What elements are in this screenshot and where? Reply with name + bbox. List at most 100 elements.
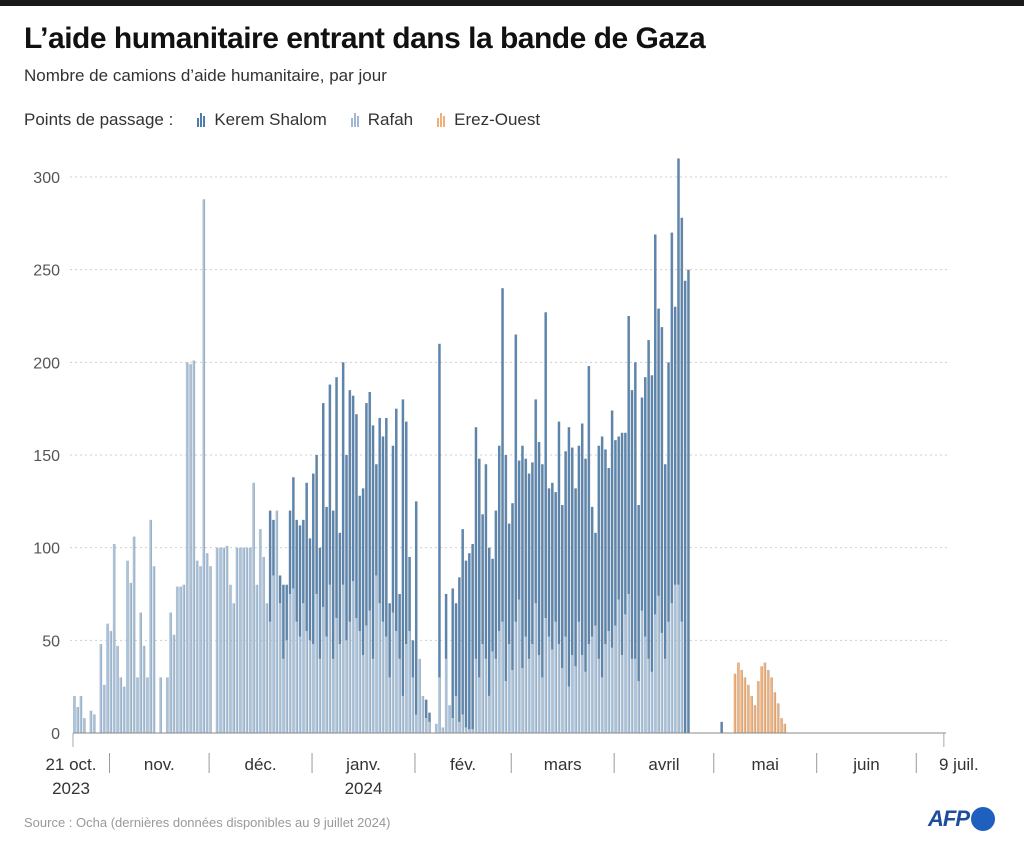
bar-rafah xyxy=(488,695,491,733)
bar-kerem-shalom xyxy=(677,158,680,585)
bar-kerem-shalom xyxy=(375,464,378,576)
legend: Points de passage : Kerem Shalom Rafah E… xyxy=(24,110,540,130)
bar-rafah xyxy=(617,599,620,733)
bar-erez-ouest xyxy=(756,681,760,733)
bar-rafah xyxy=(478,677,481,733)
bar-kerem-shalom xyxy=(361,488,365,656)
bar-kerem-shalom xyxy=(541,464,544,678)
bar-kerem-shalom xyxy=(385,417,388,637)
bar-rafah xyxy=(282,658,285,733)
bar-kerem-shalom xyxy=(507,523,511,645)
bar-kerem-shalom xyxy=(292,477,295,589)
bar-kerem-shalom xyxy=(667,362,670,622)
bar-rafah xyxy=(142,645,146,733)
bar-kerem-shalom xyxy=(272,519,275,576)
x-tick-label: mars xyxy=(544,755,582,774)
bar-kerem-shalom xyxy=(395,408,398,632)
bar-rafah xyxy=(106,623,109,733)
bar-kerem-shalom xyxy=(587,366,590,645)
bar-rafah xyxy=(551,649,554,733)
bar-kerem-shalom xyxy=(607,467,610,632)
bar-rafah xyxy=(574,666,577,733)
bar-rafah xyxy=(126,560,129,733)
bar-kerem-shalom xyxy=(644,377,647,637)
bar-rafah xyxy=(438,677,441,733)
bar-rafah xyxy=(368,610,371,733)
bar-kerem-shalom xyxy=(577,445,580,622)
bar-erez-ouest xyxy=(760,666,763,733)
bar-kerem-shalom xyxy=(590,506,594,637)
bar-kerem-shalom xyxy=(567,427,570,687)
bar-rafah xyxy=(494,658,497,733)
bar-rafah xyxy=(92,714,96,733)
bar-kerem-shalom xyxy=(534,399,537,604)
bar-rafah xyxy=(331,658,335,733)
bar-kerem-shalom xyxy=(544,312,547,619)
bar-kerem-shalom xyxy=(424,699,428,719)
bar-kerem-shalom xyxy=(371,425,375,659)
bar-rafah xyxy=(451,718,454,733)
bar-rafah xyxy=(73,695,76,733)
bar-kerem-shalom xyxy=(564,451,567,637)
bar-kerem-shalom xyxy=(341,362,345,585)
bar-rafah xyxy=(461,714,464,733)
bar-rafah xyxy=(627,594,630,733)
legend-text: Rafah xyxy=(367,110,414,129)
bar-rafah xyxy=(673,584,677,733)
bar-kerem-shalom xyxy=(527,473,531,659)
bar-rafah xyxy=(365,625,368,733)
bar-kerem-shalom xyxy=(614,440,617,626)
bar-rafah xyxy=(594,625,597,733)
bar-rafah xyxy=(657,595,660,733)
bar-kerem-shalom xyxy=(620,432,624,656)
y-tick-label: 100 xyxy=(33,541,60,558)
bar-kerem-shalom xyxy=(514,334,517,622)
bar-chart: 0 50 100 150 200 250 300 21 oct. 2023 nov. déc. ja… xyxy=(33,158,979,798)
bar-rafah xyxy=(229,584,232,733)
bar-rafah xyxy=(315,594,318,733)
bar-kerem-shalom xyxy=(670,232,673,604)
bar-rafah xyxy=(491,651,494,733)
bar-erez-ouest xyxy=(770,677,773,733)
bar-rafah xyxy=(328,584,331,733)
bar-erez-ouest xyxy=(733,673,736,733)
bar-rafah xyxy=(511,669,514,733)
bar-rafah xyxy=(514,621,517,733)
bar-kerem-shalom xyxy=(305,482,308,632)
bar-rafah xyxy=(288,594,292,733)
bar-kerem-shalom xyxy=(391,445,395,613)
bar-kerem-shalom xyxy=(561,505,564,669)
bar-kerem-shalom xyxy=(438,343,441,678)
bar-kerem-shalom xyxy=(657,308,660,596)
bar-rafah xyxy=(504,681,507,733)
bar-kerem-shalom xyxy=(285,584,288,641)
bar-rafah xyxy=(209,566,212,733)
x-tick-label: avril xyxy=(648,755,679,774)
x-tick-label: 9 juil. xyxy=(939,755,979,774)
bar-rafah xyxy=(567,686,570,733)
bar-kerem-shalom xyxy=(388,603,391,678)
bar-rafah xyxy=(268,621,272,733)
bar-kerem-shalom xyxy=(295,519,298,622)
bar-rafah xyxy=(408,631,411,733)
bar-kerem-shalom xyxy=(571,447,574,656)
bar-rafah xyxy=(607,631,610,733)
bar-kerem-shalom xyxy=(444,594,448,659)
bar-rafah xyxy=(122,686,126,733)
bar-rafah xyxy=(554,621,557,733)
bar-rafah xyxy=(624,614,627,733)
bar-rafah xyxy=(272,575,275,733)
bar-rafah xyxy=(109,631,112,733)
bar-rafah xyxy=(634,658,637,733)
legend-label: Points de passage : xyxy=(24,110,174,129)
bar-rafah xyxy=(275,510,278,733)
bar-rafah xyxy=(205,553,209,733)
bar-rafah xyxy=(481,644,484,733)
x-axis: 21 oct. 2023 nov. déc. janv. 2024 fév. mars avri… xyxy=(45,732,979,798)
x-tick-label: juin xyxy=(852,755,879,774)
bar-chart-icon xyxy=(350,113,360,127)
bar-kerem-shalom xyxy=(600,436,604,678)
bar-rafah xyxy=(660,632,663,733)
bar-erez-ouest xyxy=(763,662,766,733)
bar-rafah xyxy=(395,631,398,733)
